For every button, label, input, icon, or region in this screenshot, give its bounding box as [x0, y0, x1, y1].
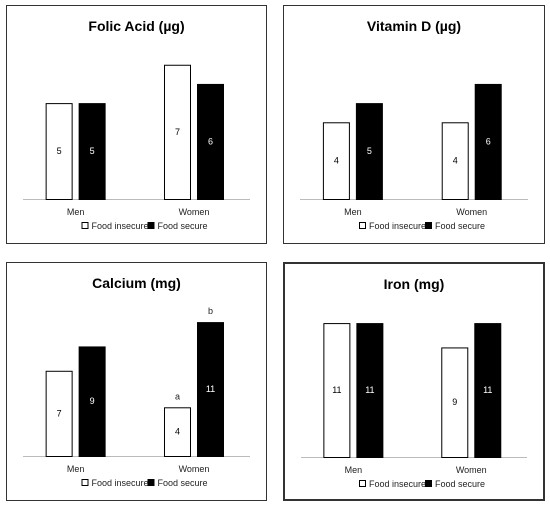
chart-title: Calcium (mg) [92, 275, 181, 291]
legend-swatch-food-insecure [359, 222, 366, 229]
chart-svg: Calcium (mg) 7 4 9 11 a b Men Women Food insecure… [23, 275, 250, 488]
legend-swatch-food-insecure [359, 480, 366, 487]
category-label: Women [179, 207, 210, 217]
bar-food-insecure-men [322, 122, 350, 200]
bar-value-label: 9 [90, 396, 95, 406]
category-label: Men [345, 465, 363, 475]
bar-value-label: 5 [90, 146, 95, 156]
bar-food-secure-women [474, 83, 502, 200]
bar-food-secure-men [356, 323, 384, 458]
bar-value-label: 7 [57, 408, 62, 418]
bar-food-secure-women [474, 323, 502, 458]
bar-food-insecure-women [163, 407, 191, 458]
legend-label-food-insecure: Food insecure [92, 221, 149, 231]
legend-label-food-secure: Food secure [158, 221, 208, 231]
bar-food-insecure-men [45, 103, 73, 200]
significance-letter: b [208, 306, 213, 316]
bar-value-label: 6 [208, 136, 213, 146]
bar-value-label: 6 [486, 136, 491, 146]
legend-label-food-insecure: Food insecure [369, 479, 426, 489]
bar-value-label: 11 [206, 384, 215, 394]
bar-value-label: 11 [483, 385, 492, 395]
legend-label-food-insecure: Food insecure [369, 221, 426, 231]
bar-value-label: 5 [57, 146, 62, 156]
category-label: Men [344, 207, 362, 217]
bar-value-label: 4 [453, 156, 458, 166]
chart-svg: Folic Acid (µg) 5 7 5 6 Men Women Food insecure… [23, 18, 250, 231]
legend-swatch-food-insecure [81, 479, 89, 486]
legend-label-food-secure: Food secure [435, 479, 485, 489]
bar-food-insecure-women [163, 64, 191, 201]
legend-swatch-food-insecure [81, 222, 89, 229]
bar-value-label: 4 [334, 156, 339, 166]
bar-food-secure-men [78, 103, 106, 200]
chart-panel-calcium: Calcium (mg) 7 4 9 11 a b Men Women Food insecure… [6, 262, 267, 501]
significance-letter: a [175, 391, 180, 401]
bar-food-insecure-women [441, 122, 469, 200]
legend-swatch-food-secure [425, 222, 432, 229]
legend-label-food-insecure: Food insecure [92, 478, 149, 488]
legend-label-food-secure: Food secure [158, 478, 208, 488]
chart-panel-iron: Iron (mg) 11 9 11 11 Men Women Food insecure Foo… [283, 262, 545, 501]
legend-swatch-food-secure [147, 479, 155, 486]
chart-svg: Vitamin D (µg) 4 4 5 6 Men Women Food insecure F… [300, 18, 528, 231]
category-label: Men [67, 464, 85, 474]
bar-value-label: 11 [332, 385, 341, 395]
legend-swatch-food-secure [147, 222, 155, 229]
chart-title: Vitamin D (µg) [367, 18, 461, 34]
bar-food-insecure-men [45, 370, 73, 457]
bar-value-label: 4 [175, 427, 180, 437]
legend-swatch-food-secure [425, 480, 432, 487]
legend-label-food-secure: Food secure [435, 221, 485, 231]
bar-food-insecure-men [323, 323, 351, 458]
chart-panel-vitamin-d: Vitamin D (µg) 4 4 5 6 Men Women Food insecure F… [283, 5, 545, 244]
category-label: Women [456, 207, 487, 217]
bar-value-label: 7 [175, 127, 180, 137]
bar-value-label: 11 [365, 385, 374, 395]
category-label: Men [67, 207, 85, 217]
bar-value-label: 9 [452, 397, 457, 407]
chart-panel-folic-acid: Folic Acid (µg) 5 7 5 6 Men Women Food insecure… [6, 5, 267, 244]
chart-title: Iron (mg) [384, 276, 445, 292]
category-label: Women [456, 465, 487, 475]
chart-title: Folic Acid (µg) [88, 18, 184, 34]
bar-food-secure-men [78, 346, 106, 457]
bar-food-secure-men [355, 103, 383, 200]
bar-food-secure-women [196, 83, 224, 200]
bar-food-secure-women [196, 322, 224, 457]
bar-food-insecure-women [441, 347, 469, 458]
category-label: Women [179, 464, 210, 474]
bar-value-label: 5 [367, 146, 372, 156]
chart-svg: Iron (mg) 11 9 11 11 Men Women Food insecure Foo… [301, 276, 527, 489]
